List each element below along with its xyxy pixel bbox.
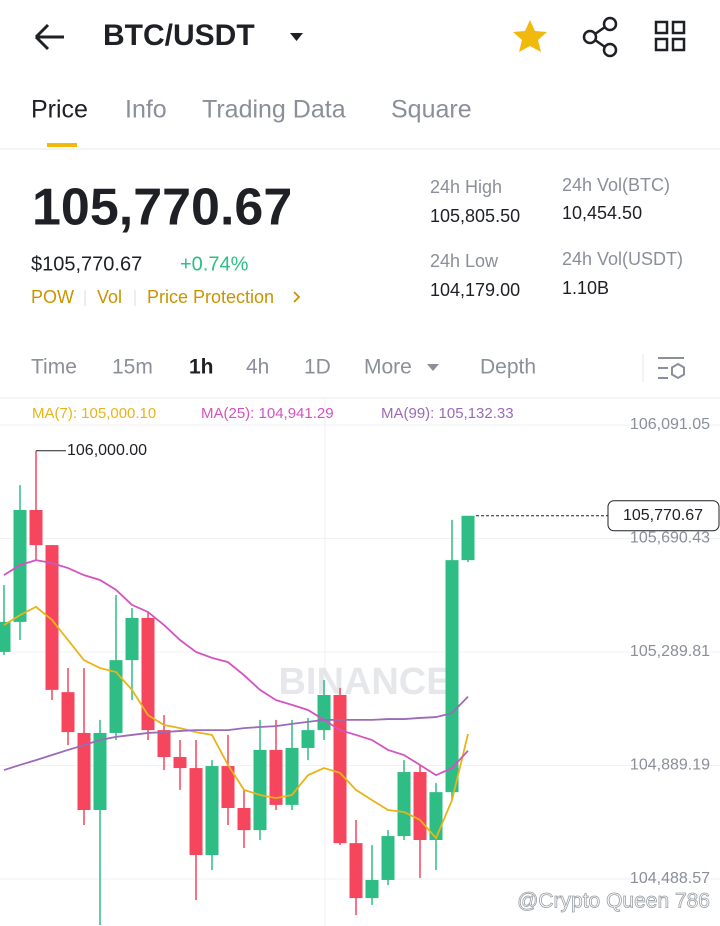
stat-value: 105,805.50 — [430, 206, 520, 226]
candle-body — [445, 560, 459, 793]
stat-label: 24h Vol(BTC) — [562, 175, 670, 195]
candle-body — [381, 836, 395, 880]
last-price-label: 105,770.67 — [623, 507, 703, 524]
more-caret[interactable] — [427, 364, 439, 371]
candle-body — [317, 694, 331, 731]
y-tick-label: 104,488.57 — [630, 870, 710, 887]
interval[interactable]: 4h — [246, 356, 269, 379]
share-button[interactable] — [582, 16, 618, 58]
ma-line — [3, 559, 469, 777]
ma-label: MA(99): 105,132.33 — [381, 405, 514, 422]
pair-caret[interactable] — [290, 33, 303, 41]
candle-body — [221, 766, 235, 809]
candle-body — [397, 772, 411, 837]
candle-body — [45, 545, 59, 690]
interval[interactable]: 1D — [304, 356, 331, 379]
candle-body — [269, 749, 283, 805]
tab-indicator — [47, 143, 77, 147]
tag[interactable]: Price Protection — [147, 287, 274, 307]
tab[interactable]: Price — [31, 96, 88, 124]
candle-body — [141, 617, 155, 731]
menu-icon — [671, 20, 686, 35]
interval[interactable]: 15m — [112, 356, 153, 379]
tab[interactable]: Square — [391, 96, 472, 124]
usd-price: $105,770.67 — [31, 253, 142, 275]
stat-value: 1.10B — [562, 278, 609, 298]
candle-body — [189, 768, 203, 856]
tab[interactable]: Trading Data — [202, 96, 346, 124]
candle-body — [301, 730, 315, 748]
high-label: 106,000.00 — [67, 442, 147, 459]
stat-value: 10,454.50 — [562, 203, 642, 223]
settings-icon — [658, 357, 684, 379]
stat-label: 24h Low — [430, 251, 499, 271]
interval[interactable]: More — [364, 356, 412, 379]
candle-body — [0, 621, 11, 652]
menu-icon — [654, 20, 669, 35]
ma-label: MA(7): 105,000.10 — [32, 405, 156, 422]
candle-body — [125, 617, 139, 661]
candle-body — [237, 808, 251, 831]
candle-body — [157, 730, 171, 758]
watermark: BINANCE — [278, 661, 451, 703]
candle-body — [61, 692, 75, 733]
settings-icon — [671, 362, 685, 380]
candle-body — [333, 694, 347, 844]
stat-value: 104,179.00 — [430, 280, 520, 300]
stat-label: 24h High — [430, 177, 502, 197]
y-tick-label: 104,889.19 — [630, 757, 710, 774]
candle-body — [413, 772, 427, 841]
share-icon — [602, 16, 618, 32]
tag-chevron — [293, 291, 301, 303]
menu-icon — [654, 37, 669, 52]
candle-body — [77, 732, 91, 810]
back-button[interactable] — [34, 23, 64, 51]
share-icon — [582, 29, 598, 45]
tag[interactable]: POW — [31, 287, 74, 307]
candle-body — [205, 766, 219, 856]
interval[interactable]: Depth — [480, 356, 536, 379]
interval[interactable]: 1h — [189, 356, 214, 379]
pair-title[interactable]: BTC/USDT — [103, 19, 255, 52]
last-price-box — [607, 500, 720, 532]
credit: @Crypto Queen 786 — [517, 890, 710, 913]
y-tick-label: 105,289.81 — [630, 643, 710, 660]
tab[interactable]: Info — [125, 96, 167, 124]
stat-label: 24h Vol(USDT) — [562, 249, 683, 269]
share-icon — [602, 42, 618, 58]
candle-body — [173, 757, 187, 769]
price-change: +0.74% — [180, 253, 249, 275]
candle-body — [253, 749, 267, 831]
interval[interactable]: Time — [31, 356, 77, 379]
share-icon — [594, 25, 606, 49]
chart-settings[interactable] — [658, 357, 685, 380]
candle-body — [461, 515, 475, 561]
candlestick-chart: 106,091.05 105,690.43 105,289.81 104,889.19… — [0, 405, 720, 926]
candle-body — [109, 660, 123, 733]
favorite-star[interactable] — [513, 20, 547, 52]
menu-icon — [671, 37, 686, 52]
y-tick-label: 105,690.43 — [630, 530, 710, 547]
ma-label: MA(25): 104,941.29 — [201, 405, 334, 422]
menu-button[interactable] — [654, 20, 686, 52]
candle-body — [93, 732, 107, 810]
ma-line — [3, 605, 469, 840]
y-tick-label: 106,091.05 — [630, 416, 710, 433]
tag[interactable]: Vol — [97, 287, 122, 307]
ma-line — [3, 695, 469, 771]
candle-body — [29, 509, 43, 546]
back-icon — [34, 23, 64, 51]
candle-body — [365, 879, 379, 899]
last-price: 105,770.67 — [32, 179, 292, 237]
candle-body — [349, 843, 363, 899]
